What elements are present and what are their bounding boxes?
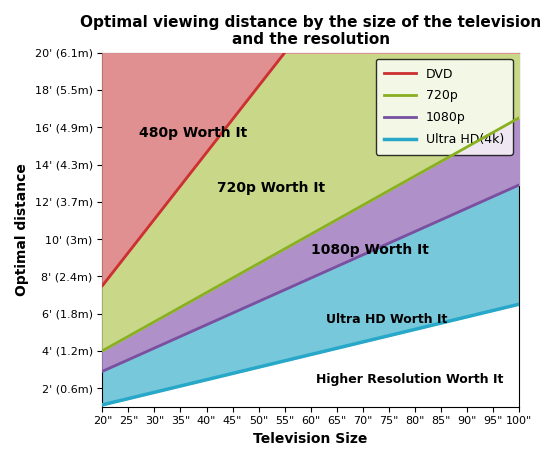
X-axis label: Television Size: Television Size [253,432,368,446]
Text: 480p Worth It: 480p Worth It [139,125,247,140]
Y-axis label: Optimal distance: Optimal distance [15,163,29,296]
Title: Optimal viewing distance by the size of the television
and the resolution: Optimal viewing distance by the size of … [80,15,542,47]
Legend: DVD, 720p, 1080p, Ultra HD(4k): DVD, 720p, 1080p, Ultra HD(4k) [376,59,513,155]
Text: 1080p Worth It: 1080p Worth It [311,243,428,257]
Text: Ultra HD Worth It: Ultra HD Worth It [326,313,447,326]
Text: 720p Worth It: 720p Worth It [217,182,325,195]
Text: Higher Resolution Worth It: Higher Resolution Worth It [316,372,503,385]
